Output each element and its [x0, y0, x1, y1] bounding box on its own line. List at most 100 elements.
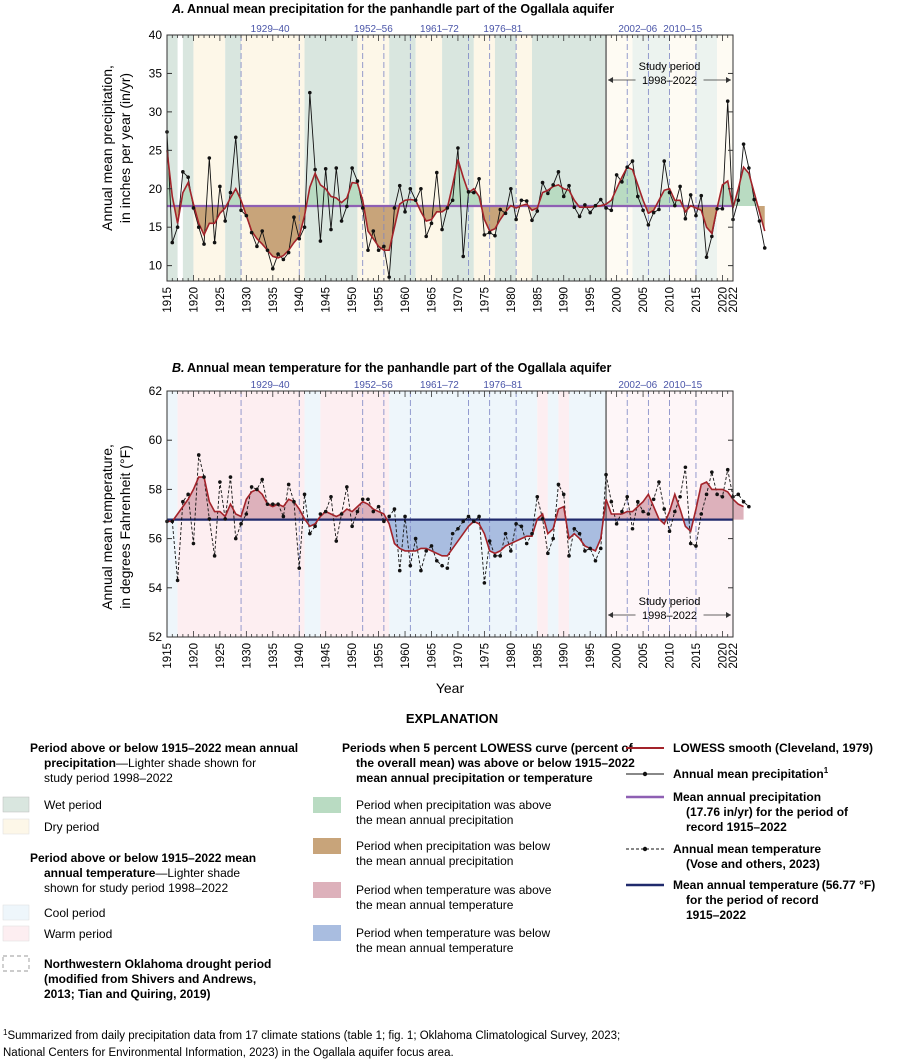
- panel-b-ylabel-line1: Annual mean temperature,: [99, 444, 115, 610]
- a-point-1966: [434, 170, 439, 175]
- explanation-legend: EXPLANATION Period above or below 1915–2…: [2, 711, 875, 1001]
- legend-temp-series-2: (Vose and others, 2023): [686, 857, 820, 871]
- a-point-1933: [260, 229, 265, 233]
- b-point-1941: [302, 492, 307, 497]
- b-xtick-label-1955: 1955: [374, 643, 386, 669]
- a-point-1990: [561, 194, 566, 199]
- legend-wet-label: Wet period: [44, 798, 102, 812]
- b-xtick-label-1950: 1950: [347, 643, 359, 669]
- b-point-1997: [598, 546, 603, 551]
- b-plot-frame: [166, 390, 734, 638]
- a-xtick-label-1975: 1975: [479, 287, 491, 313]
- a-lowess-fill-above-0: [167, 150, 175, 206]
- a-period-wet-3: [225, 35, 242, 281]
- b-xtick-label-2020: 2020: [717, 643, 729, 669]
- b-point-1950: [350, 524, 354, 529]
- panel-a-ylabel-line2: in inches per year (in/yr): [117, 73, 133, 223]
- a-xtick-label-1990: 1990: [559, 287, 571, 313]
- legend-precip-period-title-2b: —Lighter shade shown for: [116, 756, 256, 770]
- a-point-1962: [413, 198, 418, 203]
- a-point-2012: [678, 184, 682, 189]
- b-xtick-label-1970: 1970: [453, 643, 465, 669]
- b-drought-label-0: 1929–40: [251, 380, 290, 391]
- b-point-1959: [397, 568, 402, 573]
- legend-mean-precip-1: Mean annual precipitation: [673, 790, 821, 804]
- a-point-1921: [196, 225, 201, 229]
- a-point-1925: [218, 184, 222, 189]
- legend-mean-temp-3: 1915–2022: [686, 908, 746, 922]
- a-point-2004: [635, 194, 640, 199]
- b-point-1949: [345, 485, 349, 489]
- a-point-2014: [688, 193, 693, 197]
- footnote-text1: Summarized from daily precipitation data…: [7, 1030, 620, 1042]
- legend-mean-precip-2: (17.76 in/yr) for the period of: [686, 805, 849, 819]
- a-period-wet-11: [494, 35, 517, 281]
- a-point-2025: [747, 166, 751, 170]
- b-xtick-label-1945: 1945: [321, 643, 333, 669]
- b-ytick-label-52: 52: [149, 630, 163, 644]
- b-point-2020: [720, 494, 725, 499]
- b-point-2019: [715, 492, 719, 497]
- b-point-1916: [170, 519, 175, 524]
- b-lowess-fill-below-4: [386, 519, 538, 556]
- a-ytick-label-20: 20: [149, 182, 163, 196]
- b-point-2008: [657, 480, 661, 484]
- a-point-1922: [202, 242, 206, 246]
- b-point-2011: [673, 509, 677, 514]
- a-point-1985: [535, 209, 540, 213]
- legend-precip-above-1: Period when precipitation was above: [356, 798, 552, 812]
- b-drought-label-1: 1952–56: [354, 380, 393, 391]
- a-drought-label-0: 1929–40: [251, 24, 290, 35]
- a-point-1999: [609, 208, 614, 213]
- a-point-2027: [757, 219, 762, 223]
- b-point-1968: [445, 566, 450, 570]
- a-point-2024: [741, 142, 746, 146]
- a-lowess-fill-below-7: [363, 205, 400, 251]
- b-point-1946: [329, 494, 333, 499]
- a-point-1984: [530, 218, 534, 223]
- a-point-1967: [440, 227, 444, 232]
- panel-b-study-label: Study period: [639, 596, 701, 608]
- a-lowess-fill-above-2: [180, 182, 194, 206]
- a-point-2021: [725, 99, 730, 103]
- a-xtick-label-1940: 1940: [294, 287, 306, 313]
- a-point-1983: [524, 199, 529, 203]
- a-point-2006: [646, 223, 651, 227]
- b-xtick-label-2000: 2000: [612, 643, 624, 669]
- b-point-1977: [493, 554, 497, 558]
- b-point-2017: [704, 492, 709, 497]
- a-point-1932: [255, 244, 259, 249]
- a-point-1992: [572, 205, 577, 209]
- a-xtick-label-1920: 1920: [188, 287, 200, 313]
- a-drought-label-5: 2010–15: [663, 24, 702, 35]
- b-point-1958: [392, 507, 397, 511]
- a-point-1928: [233, 135, 238, 140]
- b-point-1936: [276, 502, 280, 506]
- a-point-1971: [461, 254, 466, 259]
- a-point-1959: [397, 183, 402, 188]
- b-point-1952: [360, 497, 365, 502]
- a-point-1916: [170, 240, 175, 245]
- a-xtick-label-1965: 1965: [426, 287, 438, 313]
- footnote-sup: 1: [3, 1028, 8, 1037]
- b-lowess-fill-above-7: [555, 506, 566, 520]
- a-point-1931: [249, 230, 254, 235]
- b-point-2025: [747, 504, 751, 509]
- a-drought-label-4: 2002–06: [618, 24, 657, 35]
- a-ytick-label-15: 15: [149, 220, 163, 234]
- b-point-1998: [604, 472, 608, 477]
- b-point-1974: [477, 514, 481, 519]
- b-point-1957: [387, 514, 391, 519]
- panel-a-precipitation: A. Annual mean precipitation for the pan…: [99, 2, 767, 313]
- legend-precip-below-swatch: [313, 838, 341, 854]
- a-point-2016: [699, 193, 704, 198]
- b-point-1931: [249, 485, 254, 489]
- b-xtick-label-1925: 1925: [215, 643, 227, 669]
- b-xtick-label-1915: 1915: [162, 643, 174, 669]
- legend-precip-period-title-1: Period above or below 1915–2022 mean ann…: [30, 741, 298, 755]
- b-point-1917: [175, 578, 180, 583]
- legend-temp-series-marker: [642, 846, 648, 852]
- b-point-2021: [725, 467, 730, 472]
- a-xtick-label-1980: 1980: [506, 287, 518, 313]
